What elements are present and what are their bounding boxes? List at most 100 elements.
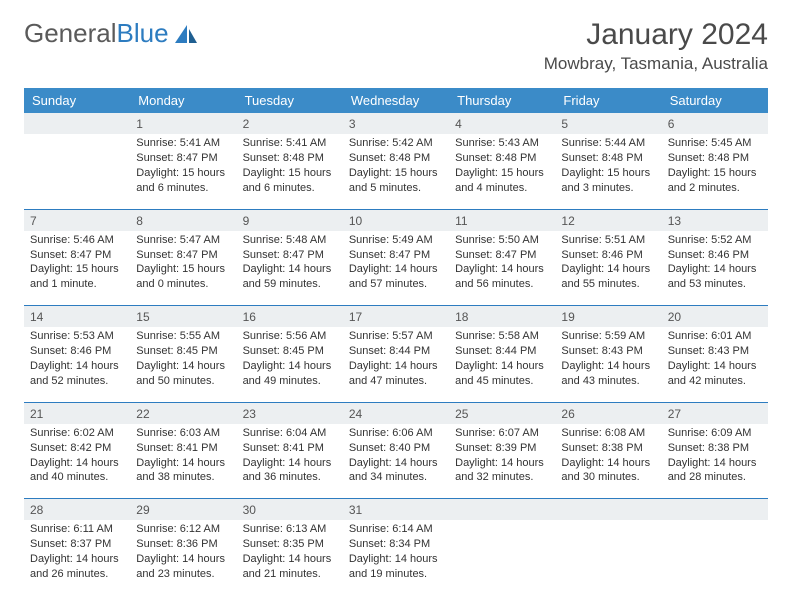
day-number: 31 (343, 499, 449, 520)
sunset-text: Sunset: 8:48 PM (243, 151, 337, 166)
daylight-text: Daylight: 15 hours and 5 minutes. (349, 166, 443, 196)
day-cell: 9Sunrise: 5:48 AMSunset: 8:47 PMDaylight… (237, 210, 343, 299)
day-cell: 27Sunrise: 6:09 AMSunset: 8:38 PMDayligh… (662, 403, 768, 492)
week-row: 28Sunrise: 6:11 AMSunset: 8:37 PMDayligh… (24, 499, 768, 588)
day-cell: 19Sunrise: 5:59 AMSunset: 8:43 PMDayligh… (555, 306, 661, 395)
sunset-text: Sunset: 8:39 PM (455, 441, 549, 456)
week-separator (24, 298, 768, 306)
daylight-text: Daylight: 14 hours and 50 minutes. (136, 359, 230, 389)
sunset-text: Sunset: 8:47 PM (349, 248, 443, 263)
sunrise-text: Sunrise: 6:09 AM (668, 426, 762, 441)
day-cell: 3Sunrise: 5:42 AMSunset: 8:48 PMDaylight… (343, 113, 449, 202)
weekday-cell: Sunday (24, 88, 130, 113)
day-body: Sunrise: 6:14 AMSunset: 8:34 PMDaylight:… (343, 520, 449, 587)
sunrise-text: Sunrise: 6:06 AM (349, 426, 443, 441)
day-cell (555, 499, 661, 588)
week-row: 7Sunrise: 5:46 AMSunset: 8:47 PMDaylight… (24, 210, 768, 299)
daylight-text: Daylight: 14 hours and 45 minutes. (455, 359, 549, 389)
sunrise-text: Sunrise: 6:03 AM (136, 426, 230, 441)
day-cell: 24Sunrise: 6:06 AMSunset: 8:40 PMDayligh… (343, 403, 449, 492)
day-number: 7 (24, 210, 130, 231)
day-number: 12 (555, 210, 661, 231)
sunrise-text: Sunrise: 5:41 AM (136, 136, 230, 151)
sunset-text: Sunset: 8:45 PM (136, 344, 230, 359)
day-number (24, 113, 130, 134)
daylight-text: Daylight: 15 hours and 4 minutes. (455, 166, 549, 196)
day-cell: 11Sunrise: 5:50 AMSunset: 8:47 PMDayligh… (449, 210, 555, 299)
day-number: 5 (555, 113, 661, 134)
sunset-text: Sunset: 8:47 PM (30, 248, 124, 263)
day-body: Sunrise: 5:41 AMSunset: 8:47 PMDaylight:… (130, 134, 236, 201)
day-body: Sunrise: 6:07 AMSunset: 8:39 PMDaylight:… (449, 424, 555, 491)
day-cell: 28Sunrise: 6:11 AMSunset: 8:37 PMDayligh… (24, 499, 130, 588)
sunset-text: Sunset: 8:43 PM (668, 344, 762, 359)
day-body: Sunrise: 5:48 AMSunset: 8:47 PMDaylight:… (237, 231, 343, 298)
weekday-cell: Friday (555, 88, 661, 113)
day-number: 8 (130, 210, 236, 231)
sunset-text: Sunset: 8:47 PM (455, 248, 549, 263)
sunset-text: Sunset: 8:43 PM (561, 344, 655, 359)
sunset-text: Sunset: 8:38 PM (668, 441, 762, 456)
day-number: 27 (662, 403, 768, 424)
day-number: 26 (555, 403, 661, 424)
sunrise-text: Sunrise: 5:53 AM (30, 329, 124, 344)
day-number: 22 (130, 403, 236, 424)
day-body: Sunrise: 6:09 AMSunset: 8:38 PMDaylight:… (662, 424, 768, 491)
day-body: Sunrise: 6:06 AMSunset: 8:40 PMDaylight:… (343, 424, 449, 491)
day-cell: 29Sunrise: 6:12 AMSunset: 8:36 PMDayligh… (130, 499, 236, 588)
day-number: 9 (237, 210, 343, 231)
day-number: 2 (237, 113, 343, 134)
sunrise-text: Sunrise: 5:41 AM (243, 136, 337, 151)
day-number: 4 (449, 113, 555, 134)
day-cell: 25Sunrise: 6:07 AMSunset: 8:39 PMDayligh… (449, 403, 555, 492)
daylight-text: Daylight: 15 hours and 3 minutes. (561, 166, 655, 196)
day-cell: 26Sunrise: 6:08 AMSunset: 8:38 PMDayligh… (555, 403, 661, 492)
day-body: Sunrise: 5:49 AMSunset: 8:47 PMDaylight:… (343, 231, 449, 298)
day-body: Sunrise: 5:44 AMSunset: 8:48 PMDaylight:… (555, 134, 661, 201)
sunrise-text: Sunrise: 6:14 AM (349, 522, 443, 537)
sunrise-text: Sunrise: 5:43 AM (455, 136, 549, 151)
daylight-text: Daylight: 14 hours and 56 minutes. (455, 262, 549, 292)
day-number: 15 (130, 306, 236, 327)
sunrise-text: Sunrise: 5:49 AM (349, 233, 443, 248)
sunrise-text: Sunrise: 6:01 AM (668, 329, 762, 344)
day-cell: 7Sunrise: 5:46 AMSunset: 8:47 PMDaylight… (24, 210, 130, 299)
day-body (24, 134, 130, 142)
day-cell: 20Sunrise: 6:01 AMSunset: 8:43 PMDayligh… (662, 306, 768, 395)
day-number: 29 (130, 499, 236, 520)
day-number: 14 (24, 306, 130, 327)
day-number (662, 499, 768, 520)
daylight-text: Daylight: 15 hours and 6 minutes. (136, 166, 230, 196)
day-cell: 18Sunrise: 5:58 AMSunset: 8:44 PMDayligh… (449, 306, 555, 395)
day-number: 13 (662, 210, 768, 231)
logo-sail-icon (173, 23, 199, 45)
week-row: 21Sunrise: 6:02 AMSunset: 8:42 PMDayligh… (24, 403, 768, 492)
day-number: 6 (662, 113, 768, 134)
day-cell: 12Sunrise: 5:51 AMSunset: 8:46 PMDayligh… (555, 210, 661, 299)
daylight-text: Daylight: 14 hours and 55 minutes. (561, 262, 655, 292)
daylight-text: Daylight: 15 hours and 0 minutes. (136, 262, 230, 292)
sunset-text: Sunset: 8:48 PM (668, 151, 762, 166)
day-cell: 10Sunrise: 5:49 AMSunset: 8:47 PMDayligh… (343, 210, 449, 299)
daylight-text: Daylight: 14 hours and 49 minutes. (243, 359, 337, 389)
day-number: 19 (555, 306, 661, 327)
month-title: January 2024 (544, 18, 768, 52)
day-number: 25 (449, 403, 555, 424)
sunset-text: Sunset: 8:47 PM (136, 248, 230, 263)
logo: GeneralBlue (24, 18, 199, 49)
location: Mowbray, Tasmania, Australia (544, 54, 768, 74)
daylight-text: Daylight: 14 hours and 26 minutes. (30, 552, 124, 582)
sunset-text: Sunset: 8:37 PM (30, 537, 124, 552)
sunrise-text: Sunrise: 6:13 AM (243, 522, 337, 537)
weekday-cell: Tuesday (237, 88, 343, 113)
day-body: Sunrise: 5:50 AMSunset: 8:47 PMDaylight:… (449, 231, 555, 298)
day-body: Sunrise: 6:12 AMSunset: 8:36 PMDaylight:… (130, 520, 236, 587)
day-body: Sunrise: 5:51 AMSunset: 8:46 PMDaylight:… (555, 231, 661, 298)
day-cell: 15Sunrise: 5:55 AMSunset: 8:45 PMDayligh… (130, 306, 236, 395)
week-separator (24, 202, 768, 210)
daylight-text: Daylight: 15 hours and 2 minutes. (668, 166, 762, 196)
weekday-row: SundayMondayTuesdayWednesdayThursdayFrid… (24, 88, 768, 113)
weekday-cell: Saturday (662, 88, 768, 113)
day-cell: 17Sunrise: 5:57 AMSunset: 8:44 PMDayligh… (343, 306, 449, 395)
day-number (555, 499, 661, 520)
